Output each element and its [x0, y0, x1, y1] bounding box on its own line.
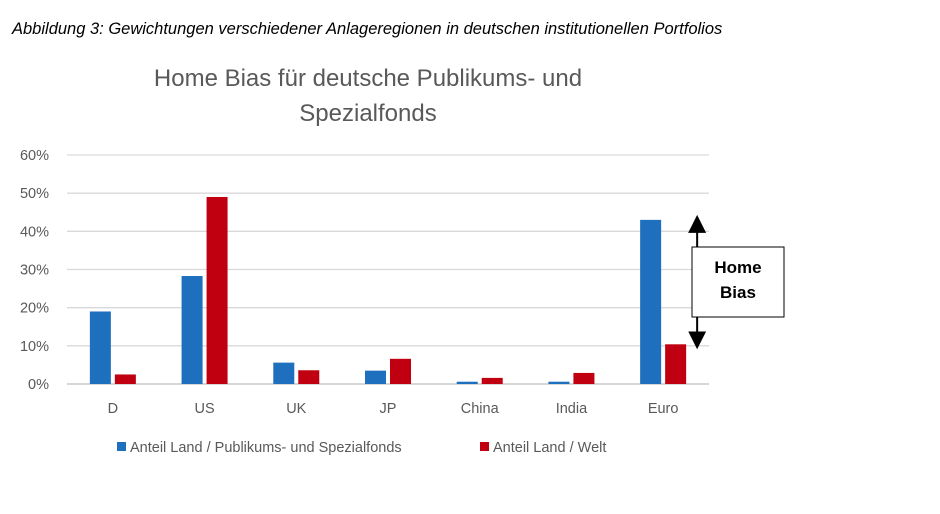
x-tick-label: Euro — [648, 401, 679, 417]
gridlines — [67, 154, 709, 385]
bar-uk-series-1 — [273, 362, 295, 384]
bar-d-series-2 — [114, 374, 136, 384]
y-tick-label: 0% — [28, 377, 49, 393]
x-axis-ticks: D US UK JP China India Euro — [108, 401, 679, 417]
legend-label-series-2: Anteil Land / Welt — [493, 440, 606, 456]
bar-india-series-2 — [573, 372, 595, 384]
x-tick-label: US — [194, 401, 214, 417]
legend-label-series-1: Anteil Land / Publikums- und Spezialfond… — [130, 440, 402, 456]
bar-euro-series-1 — [640, 219, 662, 384]
y-tick-label: 30% — [20, 263, 49, 279]
home-bias-annotation: Home Bias — [688, 214, 785, 350]
figure-caption: Abbildung 3: Gewichtungen verschiedener … — [12, 20, 723, 38]
y-tick-label: 40% — [20, 224, 49, 240]
bar-uk-series-2 — [298, 370, 320, 384]
bar-euro-series-2 — [665, 344, 687, 384]
x-tick-label: UK — [286, 401, 306, 417]
bar-china-series-2 — [481, 377, 503, 384]
chart-title-line-2: Spezialfonds — [299, 100, 436, 127]
x-tick-label: India — [556, 401, 588, 417]
bar-d-series-1 — [89, 311, 111, 384]
bar-jp-series-2 — [390, 358, 411, 384]
y-tick-label: 10% — [20, 339, 49, 355]
bar-jp-series-1 — [365, 370, 386, 384]
home-bias-label-line-2: Bias — [720, 283, 756, 302]
chart-title-line-1: Home Bias für deutsche Publikums- und — [154, 65, 582, 92]
legend-swatch-series-1 — [117, 442, 126, 451]
legend-swatch-series-2 — [480, 442, 489, 451]
bar-us-series-2 — [206, 196, 228, 384]
home-bias-box — [691, 246, 785, 318]
bar-china-series-1 — [456, 381, 478, 384]
x-tick-label: JP — [380, 401, 397, 417]
bar-us-series-1 — [181, 275, 203, 384]
y-tick-label: 60% — [20, 148, 49, 164]
legend: Anteil Land / Publikums- und Spezialfond… — [117, 440, 606, 456]
x-tick-label: D — [108, 401, 118, 417]
bars — [89, 196, 687, 384]
y-tick-label: 20% — [20, 301, 49, 317]
y-axis-ticks: 0% 10% 20% 30% 40% 50% 60% — [20, 148, 49, 393]
home-bias-label-line-1: Home — [714, 258, 761, 277]
y-tick-label: 50% — [20, 186, 49, 202]
bar-india-series-1 — [548, 381, 570, 384]
x-tick-label: China — [461, 401, 500, 417]
